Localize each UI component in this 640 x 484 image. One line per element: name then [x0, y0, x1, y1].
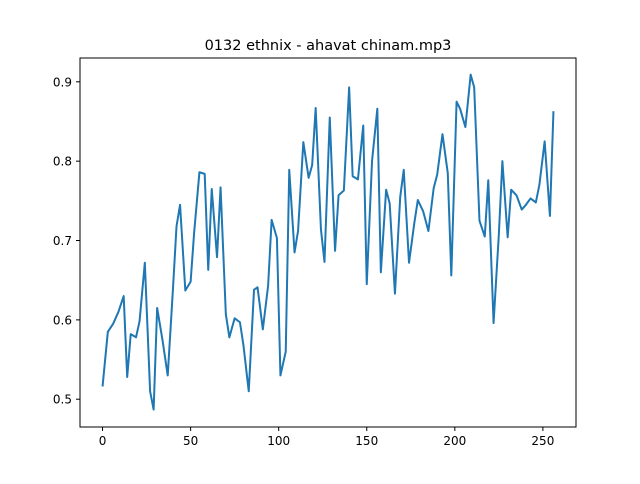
x-tick-label: 150	[355, 434, 378, 448]
plot-area-frame	[79, 57, 577, 428]
x-tick-label: 100	[267, 434, 290, 448]
x-tick-label: 50	[183, 434, 198, 448]
x-tick-label: 250	[531, 434, 554, 448]
x-tick-label: 200	[443, 434, 466, 448]
plot-lines	[101, 73, 555, 411]
chart-title: 0132 ethnix - ahavat chinam.mp3	[205, 38, 452, 54]
y-tick-label: 0.8	[53, 155, 72, 169]
y-tick-label: 0.6	[53, 313, 72, 327]
series-line-1	[101, 73, 555, 411]
x-tick-label: 0	[99, 434, 107, 448]
y-tick-label: 0.5	[53, 393, 72, 407]
x-axis: 0 50 100 150 200 250	[99, 427, 554, 448]
y-axis: 0.5 0.6 0.7 0.8 0.9	[53, 75, 80, 407]
y-tick-label: 0.7	[53, 234, 72, 248]
y-tick-label: 0.9	[53, 75, 72, 89]
